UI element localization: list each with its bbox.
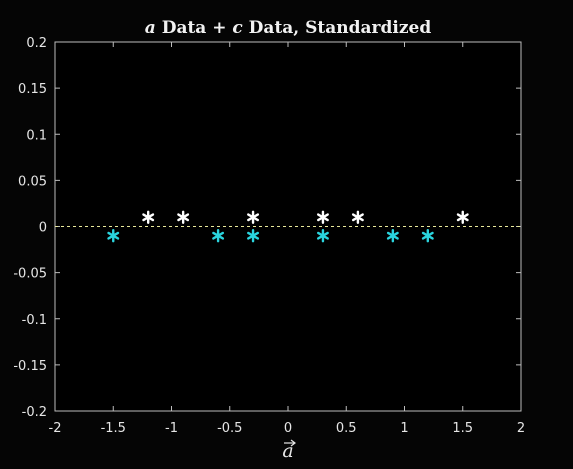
data-point-series-2 — [247, 229, 260, 243]
y-tick-label: 0.05 — [18, 174, 47, 189]
title-c-symbol: c — [232, 18, 243, 38]
title-end-text: Data, Standardized — [243, 18, 432, 38]
x-tick-label: 0.5 — [336, 421, 357, 436]
data-point-series-1 — [142, 210, 155, 224]
x-tick-label: 1 — [400, 421, 408, 436]
title-middle-text: Data + — [156, 18, 233, 38]
axis-ticks: -2 -1.5 -1 -0.5 0 0.5 1 1.5 2 0.2 0.15 0.1 0.05 0 -0.0… — [13, 36, 525, 436]
y-tick-label: -0.1 — [22, 313, 47, 328]
title-a-symbol: a — [145, 18, 156, 38]
data-point-series-2 — [386, 229, 399, 243]
y-tick-label: -0.15 — [13, 359, 47, 374]
x-tick-label: -0.5 — [217, 421, 242, 436]
x-axis-label: a — [282, 439, 296, 462]
x-axis-label-text: a — [282, 440, 293, 462]
arrow-head — [290, 439, 296, 447]
y-tick-label: 0.2 — [26, 36, 47, 51]
y-tick-label: 0 — [39, 221, 47, 236]
x-axis-vector-arrow — [284, 439, 296, 447]
x-tick-label: 0 — [284, 421, 292, 436]
data-point-series-1 — [247, 210, 260, 224]
data-point-series-1 — [177, 210, 190, 224]
y-tick-label: -0.05 — [13, 267, 47, 282]
x-tick-label: 1.5 — [452, 421, 473, 436]
data-point-series-2 — [316, 229, 329, 243]
chart-title: a Data + c Data, Standardized — [145, 18, 432, 38]
y-tick-label: 0.1 — [26, 128, 47, 143]
data-point-series-2 — [212, 229, 225, 243]
data-point-series-1 — [456, 210, 469, 224]
data-points — [107, 210, 469, 243]
y-tick-label: 0.15 — [18, 82, 47, 97]
data-point-series-1 — [316, 210, 329, 224]
data-point-series-2 — [421, 229, 434, 243]
x-tick-label: 2 — [517, 421, 525, 436]
x-tick-label: -1.5 — [101, 421, 126, 436]
x-tick-label: -2 — [49, 421, 62, 436]
data-point-series-2 — [107, 229, 120, 243]
data-point-series-1 — [351, 210, 364, 224]
plot-area — [54, 41, 522, 412]
y-tick-label: -0.2 — [22, 405, 47, 420]
x-tick-label: -1 — [165, 421, 178, 436]
